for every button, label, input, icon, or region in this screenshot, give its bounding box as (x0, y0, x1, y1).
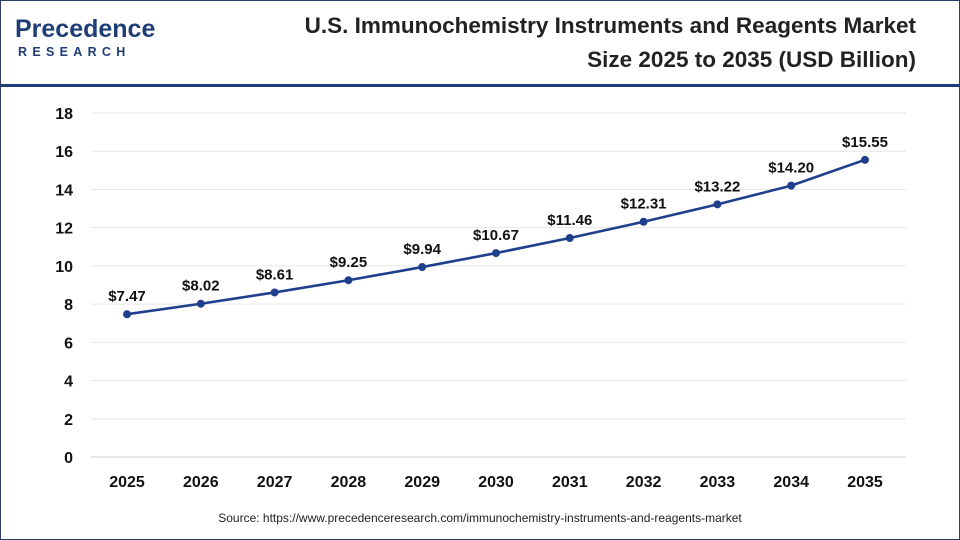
data-label-2029: $9.94 (403, 241, 441, 258)
header: Precedence RESEARCH U.S. Immunochemistry… (1, 1, 959, 85)
source-note: Source: https://www.precedenceresearch.c… (218, 511, 742, 525)
data-point-2026 (196, 299, 205, 308)
data-label-2026: $8.02 (182, 278, 220, 295)
y-axis-ticks: 0 2 4 6 8 10 12 14 16 18 (55, 106, 73, 467)
data-label-2027: $8.61 (256, 266, 294, 283)
x-tick-label-2029: 2029 (404, 474, 440, 491)
data-point-2025 (123, 310, 131, 319)
x-tick-label-2030: 2030 (478, 474, 514, 491)
y-tick-label-16: 16 (55, 144, 73, 161)
data-point-2033 (713, 200, 722, 209)
data-point-2031 (565, 233, 574, 242)
y-tick-label-10: 10 (55, 259, 73, 276)
y-tick-label-8: 8 (64, 297, 73, 314)
x-tick-label-2033: 2033 (700, 474, 736, 491)
y-tick-label-0: 0 (64, 450, 73, 467)
data-label-2033: $13.22 (694, 178, 740, 195)
series-group (123, 155, 869, 319)
data-label-2035: $15.55 (842, 134, 888, 151)
data-label-2025: $7.47 (108, 288, 146, 305)
x-tick-label-2035: 2035 (847, 474, 883, 491)
data-label-2034: $14.20 (768, 160, 814, 177)
chart-title: U.S. Immunochemistry Instruments and Rea… (201, 9, 916, 77)
data-point-2035 (861, 155, 869, 164)
y-tick-label-12: 12 (55, 221, 73, 238)
data-label-2030: $10.67 (473, 227, 519, 244)
line-chart: 0 2 4 6 8 10 12 14 16 18 2025 2026 2027 2028 2029 2030… (55, 106, 906, 491)
x-tick-label-2034: 2034 (773, 474, 809, 491)
x-tick-label-2031: 2031 (552, 474, 588, 491)
x-tick-label-2025: 2025 (109, 474, 145, 491)
data-point-2029 (418, 263, 427, 272)
data-point-2027 (270, 288, 279, 297)
data-label-2031: $11.46 (547, 212, 592, 229)
y-tick-label-18: 18 (55, 106, 73, 123)
y-tick-label-14: 14 (55, 182, 73, 199)
data-point-2032 (639, 217, 648, 226)
chart-title-line-2: Size 2025 to 2035 (USD Billion) (587, 47, 916, 72)
x-tick-label-2028: 2028 (331, 474, 367, 491)
x-tick-label-2032: 2032 (626, 474, 662, 491)
gridlines (91, 112, 906, 458)
x-tick-label-2027: 2027 (257, 474, 293, 491)
logo-subtitle: RESEARCH (18, 45, 131, 59)
data-point-2034 (787, 181, 796, 190)
x-tick-label-2026: 2026 (183, 474, 219, 491)
data-point-2028 (344, 276, 353, 285)
header-divider (1, 84, 959, 87)
data-label-2028: $9.25 (330, 254, 368, 271)
chart-title-line-1: U.S. Immunochemistry Instruments and Rea… (304, 13, 916, 38)
y-tick-label-4: 4 (64, 374, 73, 391)
x-axis-ticks: 2025 2026 2027 2028 2029 2030 2031 2032 2033 2034… (109, 474, 883, 491)
logo-wordmark: Precedence (15, 15, 156, 43)
data-labels: $7.47 $8.02 $8.61 $9.25 $9.94 $10.67 $11.46 $12… (108, 134, 888, 305)
y-tick-label-2: 2 (64, 412, 73, 429)
y-tick-label-6: 6 (64, 335, 73, 352)
data-label-2032: $12.31 (621, 196, 667, 213)
logo: Precedence RESEARCH (15, 15, 175, 65)
data-point-2030 (492, 249, 500, 258)
